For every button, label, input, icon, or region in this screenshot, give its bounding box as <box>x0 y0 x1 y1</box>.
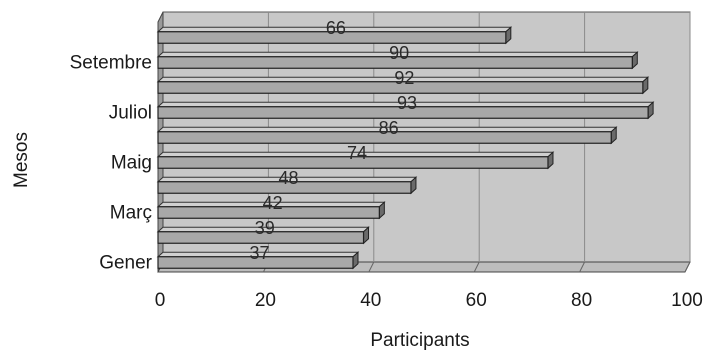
bar-març <box>156 201 386 220</box>
bar-octubre <box>156 26 513 45</box>
x-tick-label: 60 <box>466 290 487 311</box>
data-label: 93 <box>397 93 417 113</box>
data-label: 90 <box>389 43 409 63</box>
bar-front-face <box>157 81 644 94</box>
x-tick-label: 100 <box>671 290 703 311</box>
data-label: 74 <box>347 143 367 163</box>
data-label: 92 <box>394 68 414 88</box>
category-label: Maig <box>111 153 152 174</box>
bar-front-face <box>157 256 354 269</box>
bars <box>156 26 655 270</box>
bar-front-face <box>157 156 549 169</box>
y-axis-title: Mesos <box>11 132 32 188</box>
data-label: 86 <box>379 118 399 138</box>
gridline-floor <box>579 261 586 273</box>
gridline-floor <box>368 261 375 273</box>
data-label: 48 <box>278 168 298 188</box>
bar-front-face <box>157 231 365 244</box>
bar-front-face <box>157 106 649 119</box>
category-label: Setembre <box>70 53 152 74</box>
bar-juliol <box>156 101 655 120</box>
data-label: 37 <box>249 243 269 263</box>
x-tick-label: 40 <box>360 290 381 311</box>
category-label: Juliol <box>109 103 152 124</box>
bar-abril <box>156 176 418 195</box>
bar-febrer <box>156 226 370 245</box>
category-label: Març <box>110 203 152 224</box>
category-label: Gener <box>99 253 152 274</box>
x-tick-label: 80 <box>571 290 592 311</box>
bar-front-face <box>157 181 412 194</box>
x-tick-label: 0 <box>155 290 166 311</box>
data-label: 42 <box>263 193 283 213</box>
bar-front-face <box>157 206 380 219</box>
data-label: 39 <box>255 218 275 238</box>
data-label: 66 <box>326 18 346 38</box>
category-labels: Gener Març Maig Juliol Setembre <box>70 53 153 274</box>
bar-maig <box>156 151 555 170</box>
bar-front-face <box>157 31 507 44</box>
gridline-floor <box>684 261 691 273</box>
bar-juny <box>156 126 618 145</box>
data-labels: 37 39 42 48 74 86 93 92 90 66 <box>249 18 417 263</box>
bar-setembre <box>156 51 639 70</box>
x-tick-labels: 0 20 40 60 80 100 <box>155 290 703 311</box>
x-tick-label: 20 <box>255 290 276 311</box>
bar-front-face <box>157 56 633 69</box>
bar-front-face <box>157 131 612 144</box>
bar-gener <box>156 251 360 270</box>
x-axis-title: Participants <box>370 330 469 351</box>
bar-agost <box>156 76 650 95</box>
gridline-floor <box>473 261 480 273</box>
